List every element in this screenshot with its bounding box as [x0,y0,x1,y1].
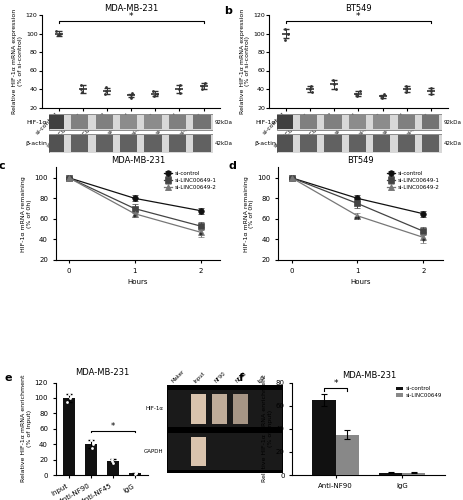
Bar [168,433,281,470]
Text: NF90: NF90 [213,371,226,384]
Bar [47,135,64,152]
Y-axis label: HIF-1α mRNA remaining
(% of 0h): HIF-1α mRNA remaining (% of 0h) [243,176,254,252]
Bar [193,115,210,129]
Text: 92kDa: 92kDa [215,120,232,124]
Text: HIF-1α: HIF-1α [26,120,47,124]
Bar [324,115,341,129]
Bar [120,115,137,129]
Text: d: d [229,161,236,171]
Text: b: b [224,6,232,16]
Text: HIF-1α: HIF-1α [255,120,275,124]
Bar [212,394,227,424]
Text: Input: Input [193,371,206,384]
Bar [348,135,365,152]
Bar [95,115,113,129]
Title: MDA-MB-231: MDA-MB-231 [111,156,165,166]
Bar [129,474,141,475]
Legend: si-control, si-LINC00649: si-control, si-LINC00649 [394,386,442,399]
Bar [275,115,292,129]
Text: e: e [5,373,12,383]
Bar [144,115,161,129]
Bar [397,135,414,152]
Legend: si-control, si-LINC00649-1, si-LINC00649-2: si-control, si-LINC00649-1, si-LINC00649… [163,170,217,191]
Bar [168,390,281,427]
Bar [193,135,210,152]
Bar [275,135,292,152]
Bar [401,472,425,475]
Bar [191,436,206,466]
Y-axis label: Relative HIF-1α mRNA expression
(% of si-control): Relative HIF-1α mRNA expression (% of si… [239,8,250,114]
Text: c: c [0,161,5,171]
Text: 42kDa: 42kDa [215,141,232,146]
Bar [85,444,97,475]
Bar [372,115,389,129]
Bar [299,115,316,129]
Bar [169,135,186,152]
Title: BT549: BT549 [347,156,373,166]
Text: *: * [132,214,137,223]
Bar [421,115,438,129]
Bar [378,472,401,475]
X-axis label: Hours: Hours [350,279,370,285]
Text: f: f [238,373,243,383]
Bar [277,114,441,130]
Bar [348,115,365,129]
Bar [120,135,137,152]
Legend: si-control, si-LINC00649-1, si-LINC00649-2: si-control, si-LINC00649-1, si-LINC00649… [385,170,439,191]
Bar [335,434,358,475]
Text: NF45: NF45 [234,371,247,384]
Bar [63,398,75,475]
Text: *: * [356,12,360,21]
Text: **: ** [353,216,361,225]
Text: 42kDa: 42kDa [443,141,461,146]
Bar [277,134,441,152]
X-axis label: Hours: Hours [127,279,148,285]
Text: *: * [198,232,202,241]
Title: BT549: BT549 [344,4,371,13]
Bar [191,394,206,424]
Y-axis label: Relative HIF-1α mRNA expression
(% of si-control): Relative HIF-1α mRNA expression (% of si… [12,8,23,114]
Bar [421,135,438,152]
Bar [49,114,213,130]
Y-axis label: HIF-1α mRNA remaining
(% of 0h): HIF-1α mRNA remaining (% of 0h) [21,176,31,252]
Y-axis label: Relative HIF-1α mRNA enrichment
(% of Input): Relative HIF-1α mRNA enrichment (% of In… [262,375,272,482]
Bar [169,115,186,129]
Text: HIF-1α: HIF-1α [145,406,163,411]
Text: 92kDa: 92kDa [443,120,461,124]
Bar [107,461,119,475]
Text: *: * [129,12,133,21]
Text: IgG: IgG [257,374,267,384]
Bar [372,135,389,152]
Bar [71,115,88,129]
Bar [144,135,161,152]
Bar [233,394,248,424]
Text: Maker: Maker [171,369,186,384]
Text: *: * [111,422,115,430]
Title: MDA-MB-231: MDA-MB-231 [341,372,395,380]
Text: β-actin: β-actin [25,141,47,146]
Text: GAPDH: GAPDH [144,449,163,454]
Text: *: * [420,238,425,246]
Bar [49,134,213,152]
Bar [47,115,64,129]
Title: MDA-MB-231: MDA-MB-231 [104,4,158,13]
Bar [324,135,341,152]
Bar [397,115,414,129]
Text: MDA-MB-231: MDA-MB-231 [75,368,129,377]
Bar [299,135,316,152]
Y-axis label: Relative HIF-1α mRNA enrichment
(% of Input): Relative HIF-1α mRNA enrichment (% of In… [21,375,31,482]
Text: β-actin: β-actin [253,141,275,146]
Bar [95,135,113,152]
Bar [71,135,88,152]
Text: *: * [332,378,337,388]
Bar [312,400,335,475]
